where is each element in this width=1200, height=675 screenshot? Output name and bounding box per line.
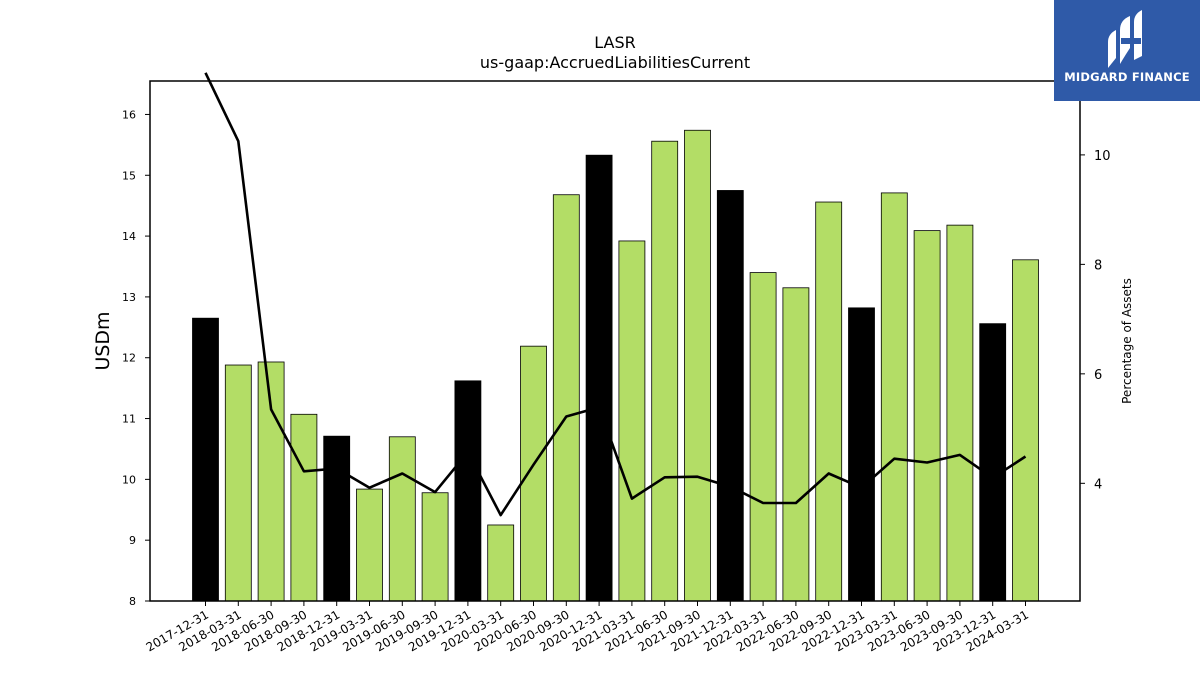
y-tick-label: 11	[122, 413, 136, 426]
bar-2018-09-30	[290, 413, 318, 602]
bar-2023-09-30	[946, 224, 974, 602]
y-tick-label: 16	[122, 108, 136, 121]
bar-2019-12-31	[454, 380, 482, 602]
y-tick-label: 13	[122, 291, 136, 304]
bar-2020-06-30	[520, 345, 547, 602]
y-tick-label: 8	[129, 595, 136, 608]
y-tick-label: 10	[122, 473, 136, 486]
y2-axis-label: Percentage of Assets	[1120, 278, 1134, 404]
bar-2021-03-31	[618, 240, 646, 602]
x-axis: 2017-12-312018-03-312018-06-302018-09-30…	[144, 601, 1031, 654]
y-tick-label: 14	[122, 230, 136, 243]
logo-text: MIDGARD FINANCE	[1064, 70, 1190, 84]
y2-tick-label: 6	[1094, 368, 1102, 383]
line-series-percentage	[204, 72, 1027, 517]
bar-2019-03-31	[356, 488, 383, 602]
y2-tick-label: 4	[1094, 477, 1102, 492]
y2-tick-label: 10	[1094, 149, 1111, 164]
bar-2023-06-30	[913, 230, 941, 602]
bar-2022-03-31	[749, 272, 777, 602]
bar-2023-03-31	[880, 192, 908, 602]
y-tick-label: 12	[122, 352, 136, 365]
bar-2019-09-30	[421, 492, 449, 602]
y-axis-label: USDm	[92, 311, 114, 370]
bar-2020-03-31	[487, 524, 515, 602]
line-group	[204, 72, 1027, 517]
bar-2022-12-31	[848, 307, 875, 602]
plot-frame	[149, 80, 1081, 602]
bar-2023-12-31	[979, 323, 1007, 602]
bar-2018-03-31	[224, 364, 252, 602]
bar-2018-06-30	[257, 361, 285, 602]
bar-2021-09-30	[684, 129, 711, 602]
y2-axis: 4 6 8 10	[1080, 149, 1111, 492]
bar-2017-12-31	[192, 317, 219, 602]
bar-2021-12-31	[716, 190, 744, 602]
bar-2021-06-30	[651, 140, 679, 602]
bar-2018-12-31	[323, 435, 351, 602]
chart-subtitle: us-gaap:AccruedLiabilitiesCurrent	[480, 53, 750, 72]
bar-2020-09-30	[552, 194, 580, 602]
bar-2019-06-30	[388, 436, 416, 602]
y2-tick-label: 8	[1094, 258, 1102, 273]
bar-2022-09-30	[815, 201, 843, 602]
brand-logo: MIDGARD FINANCE	[1054, 0, 1200, 101]
logo-mark-icon	[1108, 10, 1142, 68]
y-tick-label: 9	[129, 534, 136, 547]
chart-title: LASR	[594, 33, 636, 52]
y-axis: 8 9 10 11 12 13 14 15 16	[122, 108, 150, 608]
bar-2024-03-31	[1012, 259, 1039, 602]
bar-2020-12-31	[585, 154, 613, 602]
y-tick-label: 15	[122, 169, 136, 182]
bar-2022-06-30	[782, 287, 810, 602]
bar-group	[192, 129, 1039, 602]
